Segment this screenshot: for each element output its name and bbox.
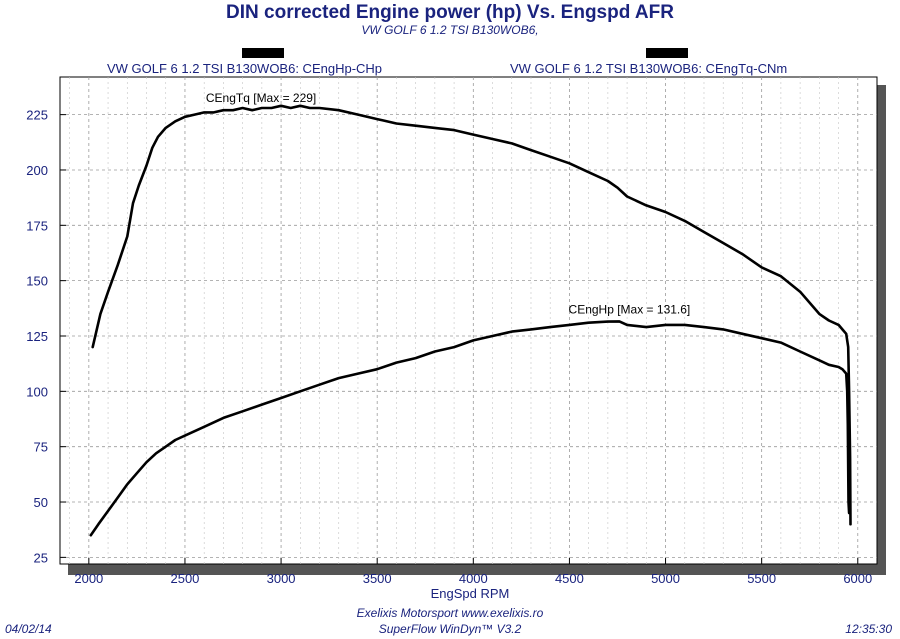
legend-swatch-tq — [646, 48, 688, 58]
annotation-tq-max: CEngTq [Max = 229] — [206, 91, 316, 105]
y-tick-label: 25 — [34, 550, 48, 565]
legend-label-hp: VW GOLF 6 1.2 TSI B130WOB6: CEngHp-CHp — [107, 61, 383, 76]
y-tick-label: 200 — [26, 163, 48, 178]
footer-company: Exelixis Motorsport www.exelixis.ro — [356, 606, 544, 620]
x-tick-label: 5000 — [651, 571, 680, 586]
footer-time: 12:35:30 — [845, 622, 892, 636]
x-axis: 2000 2500 3000 3500 4000 4500 5000 5500 6000 — [74, 558, 872, 586]
grid-lines — [60, 77, 877, 564]
y-axis: 25 50 75 100 125 150 175 200 225 — [26, 108, 66, 565]
chart-subtitle: VW GOLF 6 1.2 TSI B130WOB6, — [361, 23, 539, 37]
legend-swatch-hp — [242, 48, 284, 58]
x-tick-label: 2500 — [170, 571, 199, 586]
annotation-hp-max: CEngHp [Max = 131.6] — [569, 302, 691, 316]
x-tick-label: 5500 — [747, 571, 776, 586]
y-tick-label: 75 — [34, 440, 48, 455]
x-tick-label: 6000 — [843, 571, 872, 586]
series-group: CEngTq [Max = 229] CEngHp [Max = 131.6] — [89, 91, 852, 537]
y-tick-label: 225 — [26, 108, 48, 123]
series-line-cenghp — [89, 320, 851, 537]
x-tick-label: 2000 — [74, 571, 103, 586]
chart-title: DIN corrected Engine power (hp) Vs. Engs… — [226, 2, 674, 23]
y-tick-label: 100 — [26, 384, 48, 399]
y-tick-label: 150 — [26, 274, 48, 289]
footer-date: 04/02/14 — [5, 622, 52, 636]
series-line-cengtq — [91, 104, 852, 526]
y-tick-label: 125 — [26, 329, 48, 344]
x-tick-label: 4500 — [555, 571, 584, 586]
x-axis-label: EngSpd RPM — [431, 586, 510, 601]
x-tick-label: 3500 — [363, 571, 392, 586]
plot-area — [59, 76, 878, 565]
x-tick-label: 3000 — [267, 571, 296, 586]
y-tick-label: 50 — [34, 495, 48, 510]
x-tick-label: 4000 — [459, 571, 488, 586]
legend-label-tq: VW GOLF 6 1.2 TSI B130WOB6: CEngTq-CNm — [510, 61, 788, 76]
footer-software: SuperFlow WinDyn™ V3.2 — [378, 622, 522, 636]
y-tick-label: 175 — [26, 218, 48, 233]
